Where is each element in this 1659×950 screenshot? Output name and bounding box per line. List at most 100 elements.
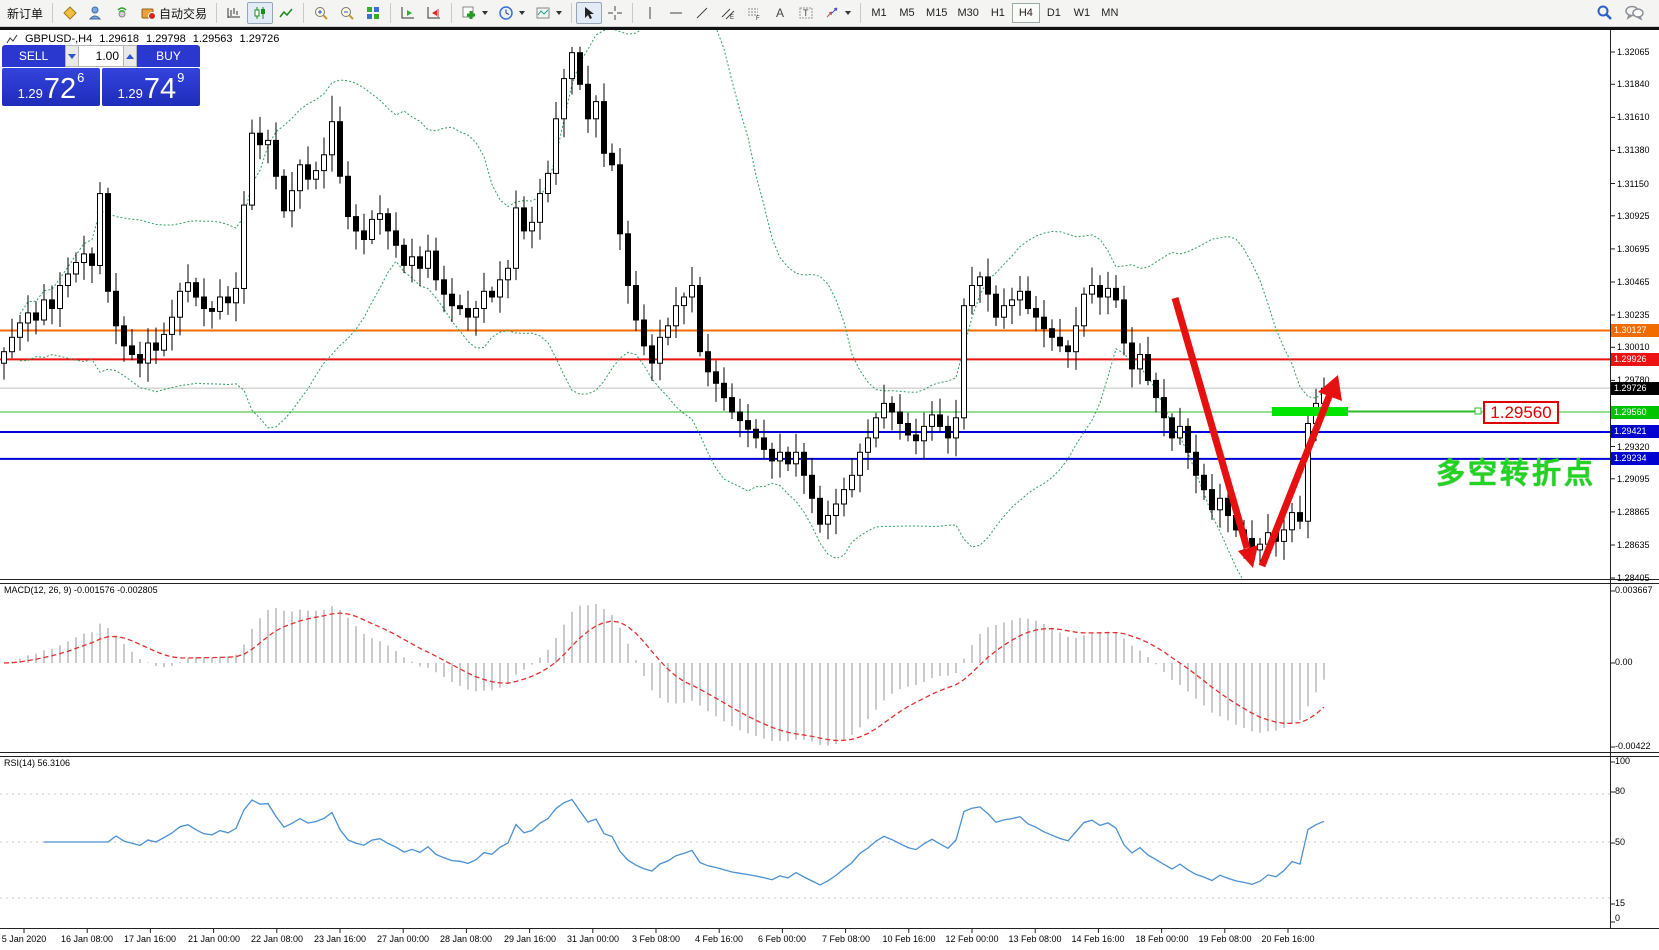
- price-axis-tick: 1.31610: [1617, 112, 1650, 122]
- chart-canvas[interactable]: 1.32065 1.31840 1.31610 1.31380 1.31150 1.309…: [0, 30, 1659, 950]
- price-axis-tick: 1.30695: [1617, 244, 1650, 254]
- chevron-down-icon: [556, 11, 563, 15]
- price-axis-tag: 1.29926: [1611, 353, 1659, 366]
- vertical-line-button[interactable]: [637, 2, 663, 24]
- turning-point-annotation[interactable]: 多空转折点: [1436, 458, 1597, 490]
- price-level-box[interactable]: 1.29560: [1483, 401, 1559, 424]
- search-button[interactable]: [1591, 2, 1619, 24]
- chart-window-button[interactable]: [57, 2, 83, 24]
- red-up-arrowhead: [1318, 375, 1342, 401]
- zoom-in-icon: [315, 7, 328, 20]
- volume-decrease-button[interactable]: [65, 45, 79, 67]
- time-axis-label: 7 Feb 08:00: [821, 934, 871, 944]
- crosshair-icon: [608, 6, 623, 20]
- templates-dropdown[interactable]: [530, 2, 567, 24]
- chart-shift-button[interactable]: [421, 2, 447, 24]
- zoom-in-button[interactable]: [308, 2, 334, 24]
- auto-scroll-button[interactable]: [395, 2, 421, 24]
- timeframe-h4[interactable]: H4: [1011, 3, 1040, 23]
- buy-price-button[interactable]: 1.29 74 9: [102, 68, 200, 106]
- rsi-name: RSI(14): [4, 758, 36, 768]
- profiles-button[interactable]: [83, 2, 109, 24]
- volume-increase-button[interactable]: [123, 45, 137, 67]
- cursor-button[interactable]: [576, 2, 603, 24]
- equidistant-channel-icon: E: [721, 8, 735, 21]
- timeframe-h1[interactable]: H1: [990, 7, 1005, 19]
- time-axis-label: 21 Jan 00:00: [187, 934, 241, 944]
- time-axis-label: 3 Feb 08:00: [631, 934, 681, 944]
- candlestick-chart-button[interactable]: [247, 2, 274, 24]
- toolbar-separator: [390, 3, 392, 23]
- price-axis-tick: 1.30010: [1617, 342, 1650, 352]
- red-down-arrowhead: [1238, 545, 1258, 568]
- candlestick-chart-icon: [254, 7, 266, 19]
- toolbar-separator: [632, 3, 634, 23]
- channel-button[interactable]: E: [715, 2, 741, 24]
- timeframe-d1[interactable]: D1: [1046, 7, 1061, 19]
- price-axis-tick: 1.31840: [1617, 79, 1650, 89]
- arrows-dropdown[interactable]: [819, 2, 856, 24]
- periods-dropdown[interactable]: [493, 2, 530, 24]
- sell-button[interactable]: SELL: [2, 45, 65, 67]
- price-axis-tick: 1.31150: [1617, 179, 1649, 189]
- time-axis-label: 19 Feb 08:00: [1198, 934, 1252, 944]
- volume-input[interactable]: 1.00: [79, 45, 123, 67]
- price-axis-tick: 1.29780: [1617, 375, 1650, 385]
- timeframe-m30[interactable]: M30: [957, 7, 979, 19]
- chart-window-border: [0, 27, 1659, 30]
- time-axis-label: 23 Jan 16:00: [313, 934, 367, 944]
- bars-chart-button[interactable]: [221, 2, 247, 24]
- buy-button[interactable]: BUY: [137, 45, 200, 67]
- crosshair-button[interactable]: [602, 2, 628, 24]
- price-axis-tag: 1.29726: [1611, 382, 1659, 395]
- auto-trading-button[interactable]: 自动交易: [135, 2, 212, 24]
- buy-price-pips: 74: [143, 73, 177, 105]
- timeframe-mn[interactable]: MN: [1101, 7, 1119, 19]
- timeframe-w1[interactable]: W1: [1073, 7, 1091, 19]
- time-axis-label: 27 Jan 00:00: [376, 934, 430, 944]
- chart-legend-icon: [6, 34, 18, 44]
- time-axis-label: 12 Feb 00:00: [945, 934, 999, 944]
- tile-windows-button[interactable]: [360, 2, 386, 24]
- text-icon: A: [776, 6, 784, 20]
- time-axis-label: 22 Jan 08:00: [250, 934, 304, 944]
- signals-button[interactable]: [109, 2, 135, 24]
- template-icon: [536, 7, 550, 19]
- sell-price-button[interactable]: 1.29 72 6: [2, 68, 100, 106]
- price-axis-tag: 1.29234: [1611, 452, 1659, 465]
- zoom-out-button[interactable]: [334, 2, 360, 24]
- new-order-button[interactable]: 新订单: [2, 2, 48, 24]
- tile-windows-icon: [367, 7, 380, 19]
- price-axis-tick: 1.30235: [1617, 310, 1650, 320]
- timeframe-m5[interactable]: M5: [899, 7, 915, 19]
- toolbar-separator: [52, 3, 54, 23]
- timeframe-m1[interactable]: M1: [871, 7, 887, 19]
- sell-price-figure: 1.29: [17, 86, 43, 101]
- price-axis-tick: 1.30925: [1617, 211, 1650, 221]
- cursor-icon: [585, 7, 595, 19]
- toolbar-separator: [571, 3, 573, 23]
- time-axis-label: 13 Feb 08:00: [1008, 934, 1062, 944]
- chat-button[interactable]: [1619, 2, 1649, 24]
- price-axis-tick: 1.28635: [1617, 540, 1650, 550]
- timeframe-m15[interactable]: M15: [926, 7, 948, 19]
- line-chart-button[interactable]: [273, 2, 299, 24]
- trendline-button[interactable]: [689, 2, 715, 24]
- text-label-button[interactable]: T: [793, 2, 819, 24]
- horizontal-line-button[interactable]: [663, 2, 689, 24]
- search-icon: [1597, 5, 1612, 20]
- fibonacci-icon: F: [748, 8, 760, 21]
- fibonacci-button[interactable]: F: [741, 2, 767, 24]
- svg-text:E: E: [730, 15, 734, 21]
- time-axis-label: 18 Feb 00:00: [1135, 934, 1189, 944]
- clock-icon: [499, 6, 513, 20]
- rsi-value: 56.3106: [37, 758, 71, 768]
- toolbar-separator: [216, 3, 218, 23]
- time-axis-label: 20 Feb 16:00: [1261, 934, 1315, 944]
- text-button[interactable]: A: [767, 2, 793, 24]
- rsi-axis-label: 50: [1615, 837, 1626, 847]
- rsi-axis-label: 80: [1615, 786, 1626, 796]
- indicators-dropdown[interactable]: [456, 2, 493, 24]
- rsi-axis-label: 15: [1615, 898, 1626, 908]
